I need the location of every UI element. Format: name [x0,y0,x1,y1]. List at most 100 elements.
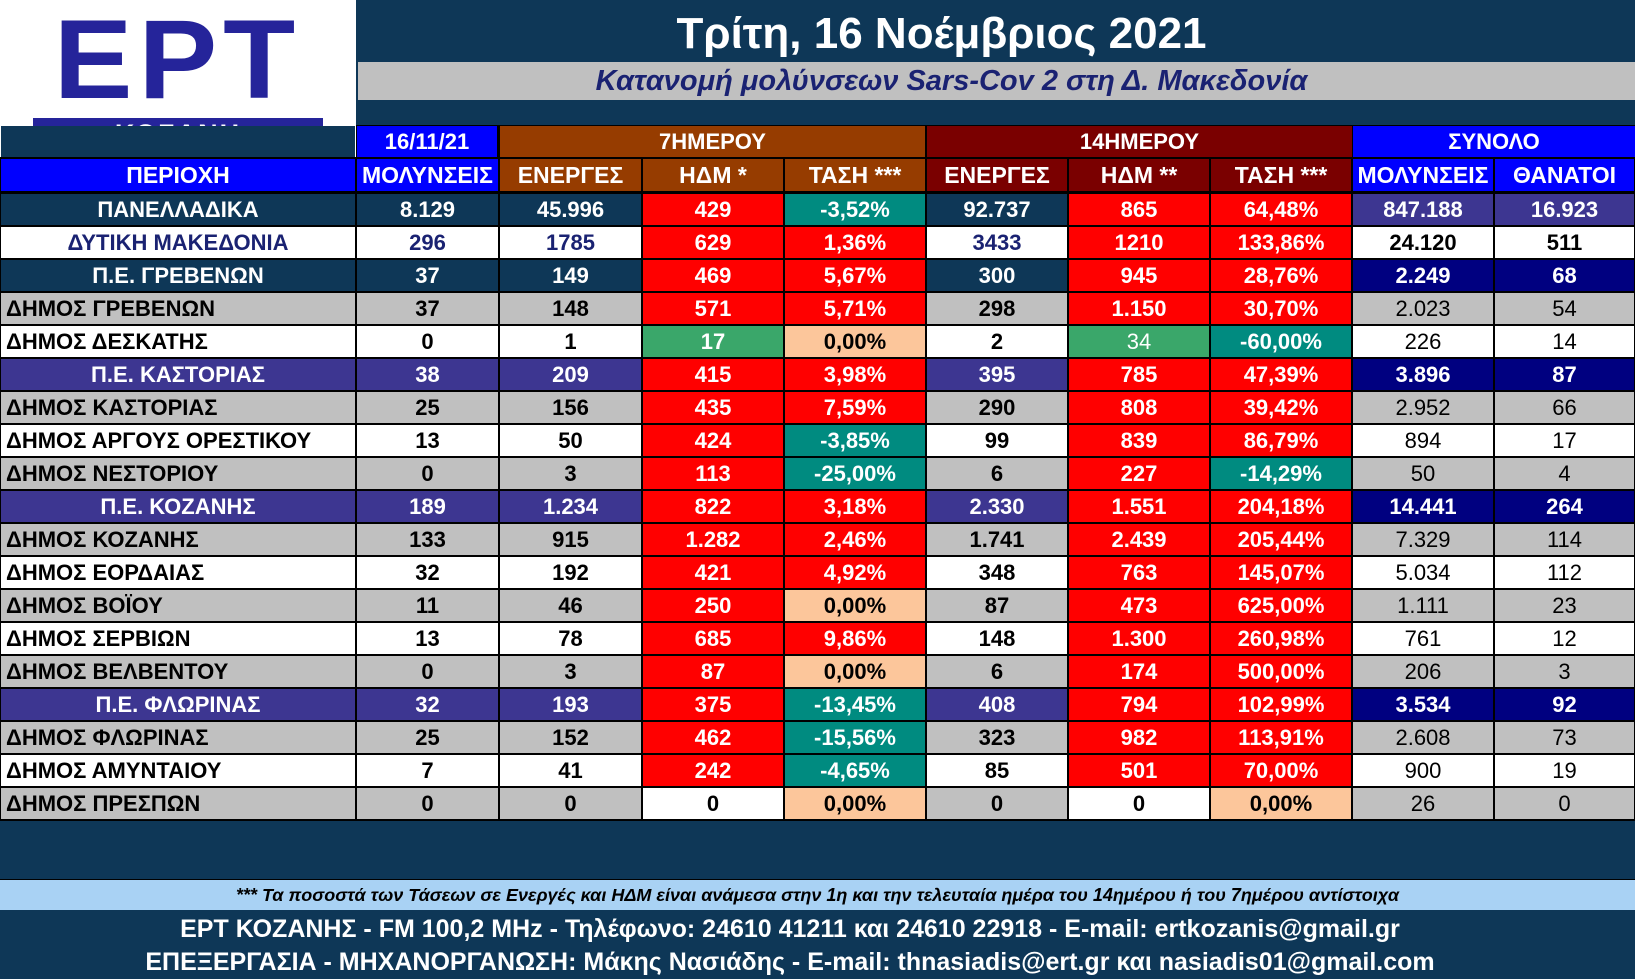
area-name-cell: ΔΗΜΟΣ ΓΡΕΒΕΝΩΝ [1,293,355,324]
column-header: ΗΔΜ ** [1069,159,1209,191]
data-cell: 300 [927,260,1067,291]
data-cell: 0,00% [785,656,925,687]
data-cell: -14,29% [1211,458,1351,489]
data-cell: 206 [1353,656,1493,687]
data-cell: 19 [1495,755,1634,786]
data-cell: 0,00% [785,326,925,357]
column-header: ΘΑΝΑΤΟΙ [1495,159,1634,191]
data-cell: 2.439 [1069,524,1209,555]
data-cell: 25 [357,392,498,423]
area-name-cell: Π.Ε. ΚΑΣΤΟΡΙΑΣ [1,359,355,390]
data-cell: 1.234 [500,491,641,522]
data-cell: 429 [643,194,783,225]
data-cell: 46 [500,590,641,621]
data-cell: 37 [357,260,498,291]
data-cell: 2.952 [1353,392,1493,423]
column-header: ΠΕΡΙΟΧΗ [1,159,355,191]
data-cell: 3,98% [785,359,925,390]
area-name-cell: ΔΗΜΟΣ ΔΕΣΚΑΤΗΣ [1,326,355,357]
data-cell: 0 [1495,788,1634,819]
data-cell: 0,00% [1211,788,1351,819]
data-cell: 5,67% [785,260,925,291]
header: Τρίτη, 16 Νοέμβριος 2021 Κατανομή μολύνσ… [356,0,1635,125]
data-cell: 1,36% [785,227,925,258]
data-cell: 296 [357,227,498,258]
area-name-cell: ΔΗΜΟΣ ΕΟΡΔΑΙΑΣ [1,557,355,588]
data-cell: 2.608 [1353,722,1493,753]
data-cell: 17 [1495,425,1634,456]
data-cell: 205,44% [1211,524,1351,555]
data-cell: 47,39% [1211,359,1351,390]
area-name-cell: Π.Ε. ΦΛΩΡΙΝΑΣ [1,689,355,720]
data-cell: 408 [927,689,1067,720]
data-cell: 68 [1495,260,1634,291]
area-name-cell: ΔΗΜΟΣ ΑΡΓΟΥΣ ΟΡΕΣΤΙΚΟΥ [1,425,355,456]
data-cell: 2.330 [927,491,1067,522]
data-cell: 415 [643,359,783,390]
data-cell: 12 [1495,623,1634,654]
data-cell: 24.120 [1353,227,1493,258]
data-cell: 473 [1069,590,1209,621]
data-cell: 25 [357,722,498,753]
data-cell: 148 [500,293,641,324]
data-cell: 87 [1495,359,1634,390]
data-cell: 152 [500,722,641,753]
data-cell: 13 [357,623,498,654]
column-header: ΜΟΛΥΝΣΕΙΣ [357,159,498,191]
area-name-cell: ΔΥΤΙΚΗ ΜΑΚΕΔΟΝΙΑ [1,227,355,258]
data-cell: 192 [500,557,641,588]
data-cell: 629 [643,227,783,258]
data-cell: 28,76% [1211,260,1351,291]
legend [0,821,1635,879]
data-cell: 785 [1069,359,1209,390]
data-cell: 50 [500,425,641,456]
data-cell: 462 [643,722,783,753]
data-cell: 114 [1495,524,1634,555]
data-cell: 0,00% [785,590,925,621]
data-cell: 7,59% [785,392,925,423]
data-cell: 839 [1069,425,1209,456]
data-cell: 4 [1495,458,1634,489]
data-cell: 915 [500,524,641,555]
data-cell: 32 [357,557,498,588]
data-cell: -3,85% [785,425,925,456]
data-cell: 32 [357,689,498,720]
data-cell: 3.896 [1353,359,1493,390]
data-cell: 8.129 [357,194,498,225]
data-cell: -4,65% [785,755,925,786]
data-cell: 511 [1495,227,1634,258]
data-cell: -60,00% [1211,326,1351,357]
data-cell: 73 [1495,722,1634,753]
data-cell: 435 [643,392,783,423]
data-cell: 133,86% [1211,227,1351,258]
data-cell: 145,07% [1211,557,1351,588]
group-header-blank [1,126,355,157]
data-cell: 26 [1353,788,1493,819]
data-cell: 794 [1069,689,1209,720]
data-cell: 625,00% [1211,590,1351,621]
data-cell: 500,00% [1211,656,1351,687]
data-cell: 2 [927,326,1067,357]
data-cell: 92 [1495,689,1634,720]
footer-contact: ΕΡΤ ΚΟΖΑΝΗΣ - FM 100,2 MHz - Τηλέφωνο: 2… [0,913,1580,945]
data-cell: 424 [643,425,783,456]
data-cell: 204,18% [1211,491,1351,522]
area-name-cell: ΔΗΜΟΣ ΚΟΖΑΝΗΣ [1,524,355,555]
data-cell: 45.996 [500,194,641,225]
data-cell: 264 [1495,491,1634,522]
column-header: ΤΑΣΗ *** [785,159,925,191]
data-cell: 13 [357,425,498,456]
data-cell: 0 [927,788,1067,819]
data-cell: 34 [1069,326,1209,357]
area-name-cell: ΔΗΜΟΣ ΠΡΕΣΠΩΝ [1,788,355,819]
data-cell: 113,91% [1211,722,1351,753]
data-cell: 112 [1495,557,1634,588]
data-cell: 1.282 [643,524,783,555]
area-name-cell: ΔΗΜΟΣ ΚΑΣΤΟΡΙΑΣ [1,392,355,423]
data-cell: 193 [500,689,641,720]
data-cell: 7 [357,755,498,786]
data-cell: 1210 [1069,227,1209,258]
data-cell: 0 [357,458,498,489]
data-cell: 50 [1353,458,1493,489]
column-header: ΤΑΣΗ *** [1211,159,1351,191]
